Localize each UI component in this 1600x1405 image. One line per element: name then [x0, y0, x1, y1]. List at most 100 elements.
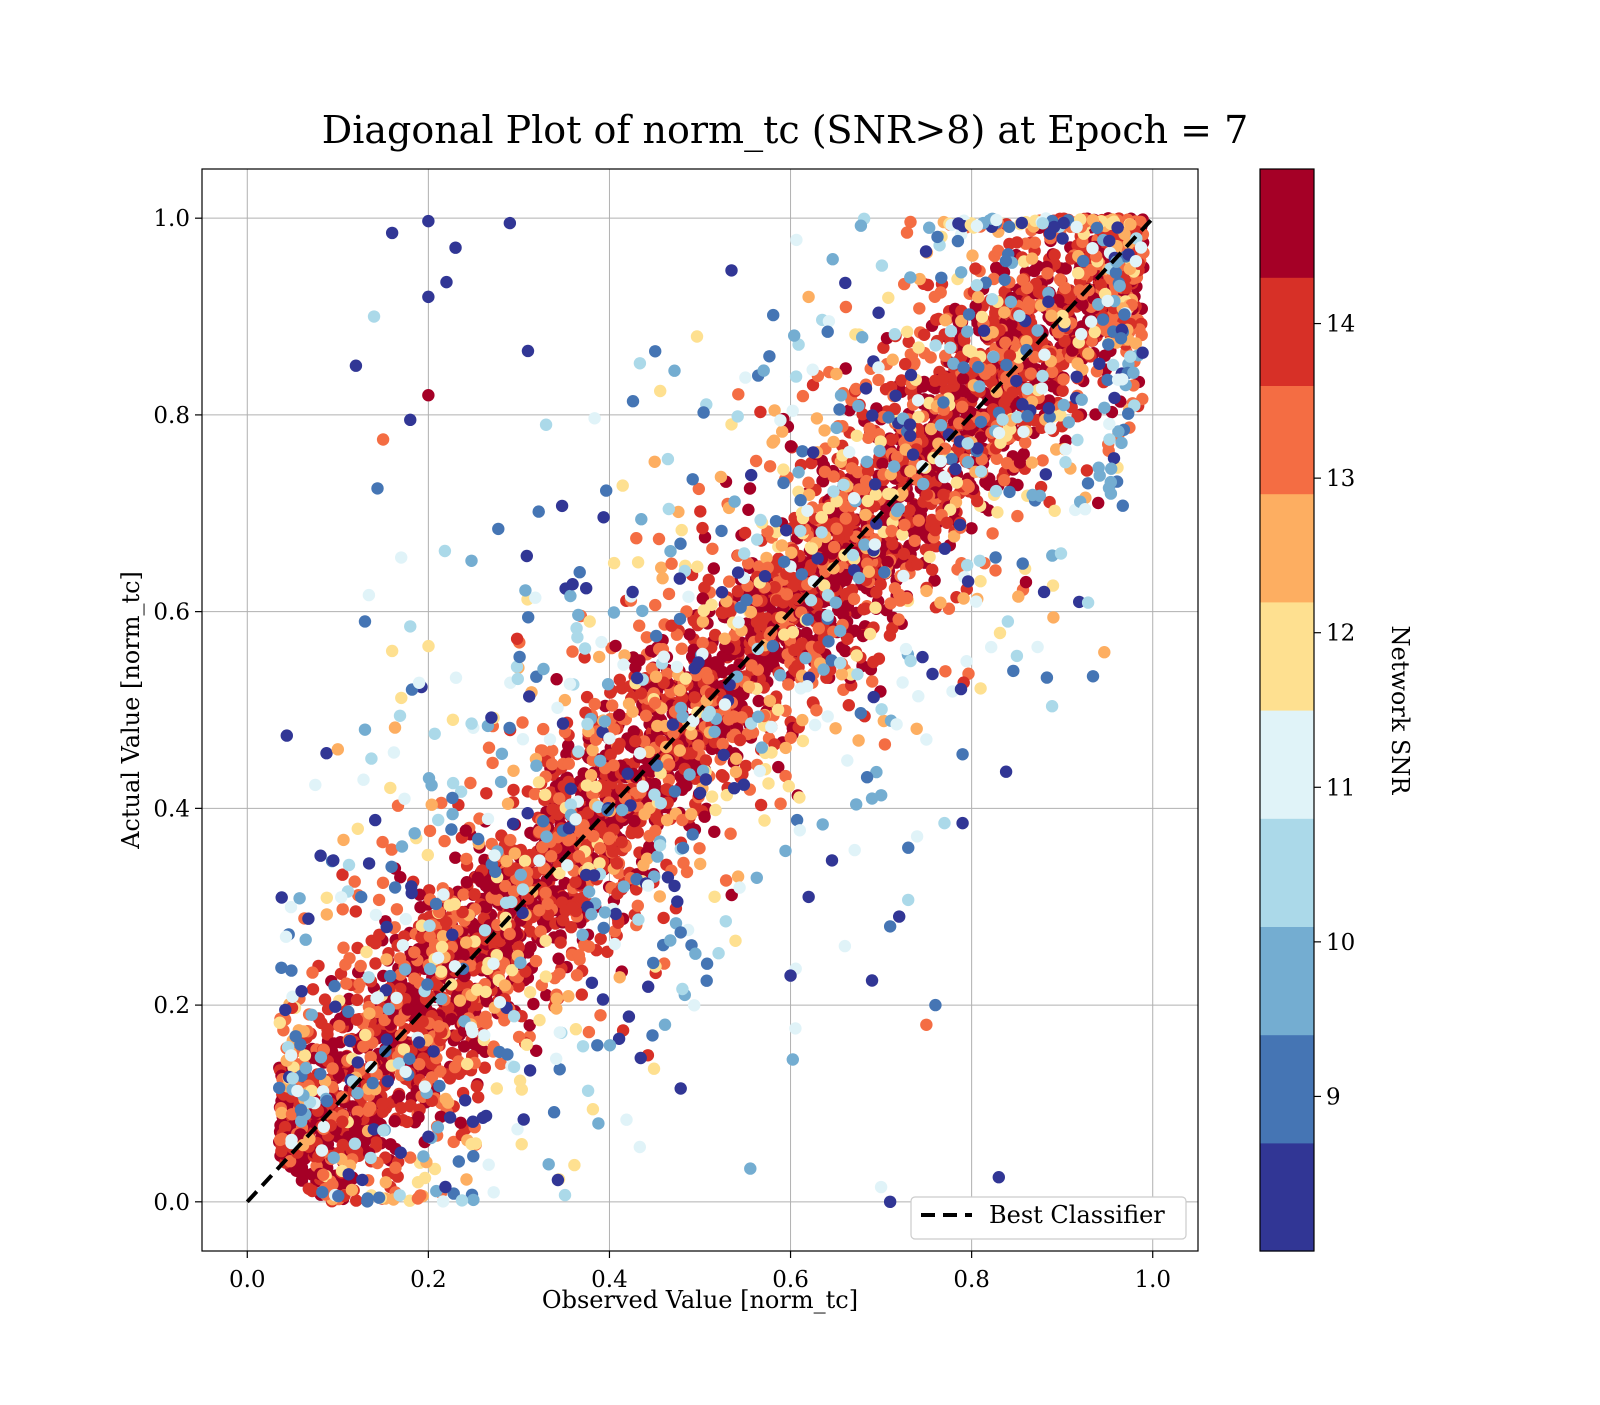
scatter-core-point	[552, 953, 564, 965]
scatter-outer-point	[849, 844, 861, 856]
scatter-mid-point	[815, 511, 827, 523]
scatter-mid-point	[676, 524, 688, 536]
scatter-mid-point	[460, 853, 472, 865]
scatter-inner-point	[681, 866, 693, 878]
scatter-outer-point	[861, 456, 873, 468]
scatter-mid-point	[863, 422, 875, 434]
scatter-outer-point	[905, 369, 917, 381]
scatter-mid-point	[887, 354, 899, 366]
scatter-outer-point	[1077, 255, 1089, 267]
scatter-outer-point	[522, 611, 534, 623]
scatter-inner-point	[694, 505, 706, 517]
scatter-mid-point	[939, 314, 951, 326]
scatter-mid-point	[661, 814, 673, 826]
scatter-inner-point	[886, 538, 898, 550]
scatter-mid-point	[811, 412, 823, 424]
scatter-core-point	[742, 504, 754, 516]
scatter-outer-point	[970, 595, 982, 607]
scatter-mid-point	[533, 776, 545, 788]
scatter-mid-point	[516, 1138, 528, 1150]
scatter-inner-point	[744, 482, 756, 494]
scatter-mid-point	[587, 830, 599, 842]
scatter-outer-point	[548, 1106, 560, 1118]
scatter-inner-point	[527, 998, 539, 1010]
scatter-inner-point	[840, 574, 852, 586]
scatter-inner-point	[472, 872, 484, 884]
scatter-inner-point	[774, 798, 786, 810]
scatter-mid-point	[818, 424, 830, 436]
scatter-mid-point	[685, 808, 697, 820]
scatter-outer-point	[701, 975, 713, 987]
scatter-mid-point	[571, 969, 583, 981]
scatter-mid-point	[394, 1014, 406, 1026]
scatter-inner-point	[764, 460, 776, 472]
scatter-outer-point	[610, 908, 622, 920]
scatter-outer-point	[794, 525, 806, 537]
scatter-mid-point	[691, 561, 703, 573]
scatter-inner-point	[1056, 385, 1068, 397]
scatter-inner-point	[1036, 454, 1048, 466]
scatter-mid-point	[851, 649, 863, 661]
scatter-inner-point	[926, 564, 938, 576]
scatter-mid-point	[957, 592, 969, 604]
scatter-outer-point	[370, 909, 382, 921]
scatter-inner-point	[355, 960, 367, 972]
scatter-mid-point	[507, 784, 519, 796]
scatter-mid-point	[715, 471, 727, 483]
scatter-mid-point	[872, 374, 884, 386]
scatter-mid-point	[594, 842, 606, 854]
scatter-mid-point	[563, 758, 575, 770]
scatter-outer-point	[503, 722, 515, 734]
scatter-mid-point	[419, 1172, 431, 1184]
scatter-mid-point	[852, 734, 864, 746]
scatter-mid-point	[904, 216, 916, 228]
scatter-inner-point	[898, 548, 910, 560]
scatter-mid-point	[793, 791, 805, 803]
scatter-mid-point	[581, 779, 593, 791]
scatter-mid-point	[424, 930, 436, 942]
scatter-mid-point	[524, 986, 536, 998]
scatter-mid-point	[351, 994, 363, 1006]
scatter-inner-point	[1054, 273, 1066, 285]
scatter-mid-point	[614, 971, 626, 983]
scatter-mid-point	[828, 541, 840, 553]
scatter-outer-point	[938, 471, 950, 483]
scatter-outer-point	[1005, 296, 1017, 308]
scatter-inner-point	[885, 434, 897, 446]
scatter-mid-point	[836, 668, 848, 680]
scatter-outer-point	[537, 815, 549, 827]
scatter-mid-point	[376, 1098, 388, 1110]
scatter-inner-point	[609, 640, 621, 652]
scatter-mid-point	[507, 765, 519, 777]
scatter-mid-point	[299, 1049, 311, 1061]
scatter-mid-point	[912, 341, 924, 353]
scatter-inner-point	[663, 588, 675, 600]
scatter-mid-point	[694, 858, 706, 870]
scatter-mid-point	[923, 551, 935, 563]
scatter-mid-point	[827, 436, 839, 448]
scatter-mid-point	[810, 704, 822, 716]
scatter-mid-point	[359, 1029, 371, 1041]
scatter-inner-point	[734, 734, 746, 746]
scatter-inner-point	[708, 562, 720, 574]
scatter-inner-point	[991, 453, 1003, 465]
scatter-outer-point	[449, 898, 461, 910]
scatter-outer-point	[316, 1186, 328, 1198]
scatter-mid-point	[454, 994, 466, 1006]
scatter-mid-point	[729, 935, 741, 947]
scatter-inner-point	[449, 1061, 461, 1073]
scatter-inner-point	[464, 777, 476, 789]
scatter-mid-point	[593, 857, 605, 869]
scatter-mid-point	[650, 671, 662, 683]
scatter-mid-point	[435, 965, 447, 977]
scatter-mid-point	[337, 903, 349, 915]
scatter-outer-point	[554, 1063, 566, 1075]
scatter-inner-point	[402, 1003, 414, 1015]
scatter-outer-point	[751, 872, 763, 884]
scatter-outer-point	[572, 609, 584, 621]
scatter-mid-point	[516, 1083, 528, 1095]
scatter-mid-point	[974, 682, 986, 694]
scatter-mid-point	[321, 908, 333, 920]
scatter-inner-point	[457, 948, 469, 960]
